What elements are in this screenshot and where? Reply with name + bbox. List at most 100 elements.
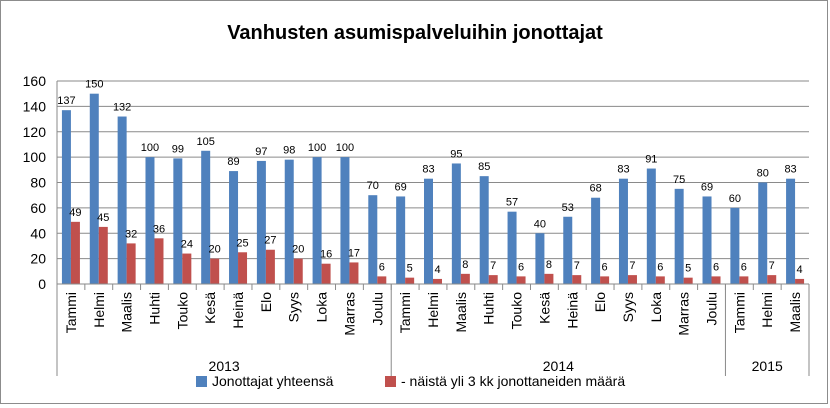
data-label-over3mo: 6 bbox=[602, 261, 608, 273]
y-tick-label: 40 bbox=[30, 225, 46, 241]
x-tick-label: Tammi bbox=[397, 292, 413, 333]
data-label-total: 97 bbox=[255, 146, 267, 158]
data-label-total: 53 bbox=[562, 202, 574, 214]
bar-over3mo bbox=[182, 253, 192, 284]
data-label-over3mo: 4 bbox=[797, 264, 803, 276]
bar-layer bbox=[61, 93, 805, 285]
y-tick-label: 80 bbox=[30, 175, 46, 191]
bar-total bbox=[424, 178, 433, 284]
data-label-total: 75 bbox=[673, 174, 685, 186]
data-label-over3mo: 27 bbox=[264, 235, 276, 247]
bar-over3mo bbox=[572, 275, 582, 284]
bar-over3mo bbox=[265, 249, 275, 284]
bar-total bbox=[256, 160, 266, 284]
x-tick-label: Heinä bbox=[564, 292, 580, 329]
x-tick-label: Kesä bbox=[202, 292, 218, 324]
y-tick-label: 100 bbox=[23, 149, 47, 165]
data-label-over3mo: 6 bbox=[518, 261, 524, 273]
data-label-over3mo: 4 bbox=[434, 264, 440, 276]
bar-over3mo bbox=[321, 263, 331, 284]
bar-total bbox=[89, 93, 99, 284]
bar-over3mo bbox=[544, 273, 554, 284]
x-tick-label: Helmi bbox=[91, 292, 107, 328]
x-tick-label: Maalis bbox=[119, 292, 135, 332]
bar-over3mo bbox=[377, 276, 387, 284]
bar-total bbox=[479, 176, 489, 284]
legend-label-total: Jonottajat yhteensä bbox=[212, 373, 334, 389]
data-label-total: 60 bbox=[729, 193, 741, 205]
y-tick-label: 120 bbox=[23, 124, 47, 140]
data-label-total: 150 bbox=[85, 79, 103, 91]
data-label-over3mo: 8 bbox=[462, 259, 468, 271]
data-label-over3mo: 6 bbox=[379, 261, 385, 273]
data-label-total: 89 bbox=[227, 156, 239, 168]
data-label-over3mo: 6 bbox=[657, 261, 663, 273]
data-label-over3mo: 6 bbox=[741, 261, 747, 273]
y-tick-label: 20 bbox=[30, 251, 46, 267]
data-label-total: 85 bbox=[478, 161, 490, 173]
data-label-total: 105 bbox=[197, 136, 215, 148]
x-tick-label: Heinä bbox=[230, 292, 246, 329]
bar-total bbox=[758, 182, 768, 284]
bar-over3mo bbox=[238, 252, 248, 284]
x-tick-label: Helmi bbox=[759, 292, 775, 328]
bar-total bbox=[646, 168, 656, 284]
data-label-over3mo: 7 bbox=[574, 260, 580, 272]
bar-total bbox=[117, 116, 127, 285]
x-tick-label: Helmi bbox=[425, 292, 441, 328]
bar-over3mo bbox=[126, 243, 136, 284]
data-label-total: 83 bbox=[784, 164, 796, 176]
bar-over3mo bbox=[210, 258, 220, 284]
bar-total bbox=[786, 178, 796, 284]
bar-total bbox=[535, 233, 545, 284]
bar-total bbox=[563, 216, 573, 284]
x-tick-label: Elo bbox=[592, 292, 608, 312]
bar-over3mo bbox=[627, 275, 637, 284]
data-label-total: 57 bbox=[506, 197, 518, 209]
x-tick-label: Huhti bbox=[481, 292, 497, 325]
bar-over3mo bbox=[795, 278, 805, 284]
data-label-total: 70 bbox=[367, 180, 379, 192]
bar-total bbox=[145, 157, 155, 284]
x-tick-label: Marras bbox=[676, 292, 692, 336]
data-label-over3mo: 7 bbox=[629, 260, 635, 272]
legend-item-total: Jonottajat yhteensä bbox=[196, 373, 333, 389]
data-label-over3mo: 36 bbox=[153, 223, 165, 235]
data-label-total: 69 bbox=[395, 181, 407, 193]
data-label-over3mo: 25 bbox=[236, 237, 248, 249]
data-label-total: 100 bbox=[141, 142, 159, 154]
data-label-over3mo: 20 bbox=[292, 244, 304, 256]
data-label-total: 137 bbox=[57, 95, 75, 107]
x-tick-label: Loka bbox=[314, 292, 330, 323]
legend-swatch-total bbox=[196, 375, 207, 387]
data-label-over3mo: 5 bbox=[685, 263, 691, 275]
x-tick-label: Tammi bbox=[63, 292, 79, 333]
bar-over3mo bbox=[655, 276, 665, 284]
data-label-over3mo: 7 bbox=[490, 260, 496, 272]
year-group-label: 2014 bbox=[543, 358, 574, 374]
bar-total bbox=[340, 157, 350, 284]
x-tick-label: Joulu bbox=[369, 292, 385, 325]
bar-over3mo bbox=[767, 275, 777, 284]
label-layer: 02040608010012014016013749Tammi15045Helm… bbox=[23, 73, 803, 374]
data-label-total: 98 bbox=[283, 145, 295, 157]
x-tick-label: Maalis bbox=[787, 292, 803, 332]
data-label-total: 83 bbox=[422, 164, 434, 176]
bar-total bbox=[284, 159, 294, 284]
bar-over3mo bbox=[600, 276, 610, 284]
data-label-over3mo: 6 bbox=[713, 261, 719, 273]
data-label-total: 69 bbox=[701, 181, 713, 193]
data-label-total: 91 bbox=[645, 154, 657, 166]
x-tick-label: Huhti bbox=[146, 292, 162, 325]
bar-over3mo bbox=[488, 275, 498, 284]
bar-total bbox=[591, 197, 601, 284]
legend-item-over3mo: - näistä yli 3 kk jonottaneiden määrä bbox=[385, 373, 625, 389]
data-label-total: 80 bbox=[757, 168, 769, 180]
bar-total bbox=[312, 157, 322, 284]
bar-total bbox=[618, 178, 628, 284]
data-label-total: 83 bbox=[617, 164, 629, 176]
data-label-over3mo: 45 bbox=[97, 212, 109, 224]
bar-total bbox=[396, 196, 406, 284]
